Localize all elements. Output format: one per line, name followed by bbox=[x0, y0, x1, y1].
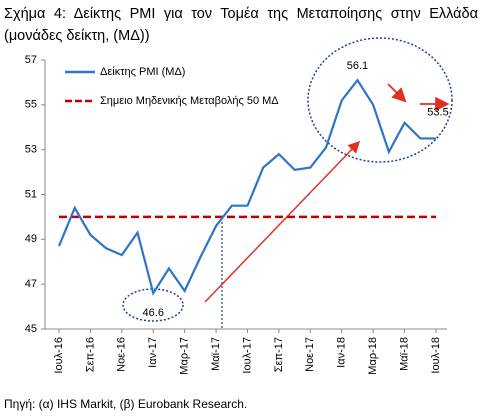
x-tick-label: Ιαν-18 bbox=[336, 337, 348, 368]
y-tick-label: 53 bbox=[25, 144, 37, 156]
highlight-ellipse bbox=[122, 288, 184, 322]
trend-arrow bbox=[204, 140, 361, 303]
x-tick-label: Σεπ-16 bbox=[84, 337, 96, 372]
x-tick-label: Μαϊ-17 bbox=[210, 337, 222, 371]
x-tick-label: Σεπ-17 bbox=[273, 337, 285, 372]
y-tick-label: 57 bbox=[25, 54, 37, 66]
y-tick-label: 51 bbox=[25, 188, 37, 200]
x-tick-label: Μαρ-17 bbox=[179, 337, 191, 375]
x-tick-label: Νοε-16 bbox=[116, 337, 128, 372]
source: Πηγή: (α) IHS Markit, (β) Eurobank Resea… bbox=[4, 397, 248, 411]
y-tick-label: 49 bbox=[25, 233, 37, 245]
x-tick-label: Μαϊ-18 bbox=[398, 337, 410, 371]
x-tick-label: Ιουλ-17 bbox=[241, 337, 253, 374]
legend-label: Δείκτης PMI (ΜΔ) bbox=[100, 66, 185, 78]
chart-title: Σχήμα 4: Δείκτης PMI για τον Τομέα της Μ… bbox=[4, 6, 478, 44]
data-label: 53.5 bbox=[427, 106, 448, 118]
highlight-ellipse bbox=[307, 37, 453, 163]
data-label: 46.6 bbox=[143, 307, 164, 319]
x-tick-label: Ιουλ-16 bbox=[53, 337, 65, 374]
x-tick-label: Νοε-17 bbox=[304, 337, 316, 372]
x-tick-label: Μαρ-18 bbox=[367, 337, 379, 375]
y-tick-label: 55 bbox=[25, 99, 37, 111]
y-tick-label: 47 bbox=[25, 278, 37, 290]
y-tick-label: 45 bbox=[25, 323, 37, 335]
trend-arrow bbox=[387, 83, 407, 103]
data-label: 56.1 bbox=[347, 60, 368, 72]
series-line bbox=[57, 78, 436, 296]
x-tick-label: Ιαν-17 bbox=[147, 337, 159, 368]
x-tick-label: Ιουλ-18 bbox=[430, 337, 442, 374]
legend-label: Σημειο Μηδενικής Μεταβολής 50 ΜΔ bbox=[100, 95, 279, 107]
